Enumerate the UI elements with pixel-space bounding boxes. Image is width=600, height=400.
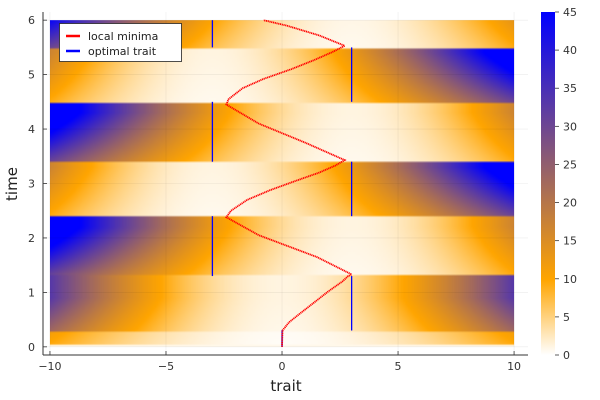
- y-axis-title: time: [3, 167, 21, 201]
- legend-box: [59, 23, 182, 62]
- local-minima-series: [225, 19, 354, 347]
- x-tick-label: −5: [158, 360, 174, 373]
- colorbar-tick-label: 10: [563, 273, 577, 286]
- y-tick-label: 6: [28, 14, 35, 27]
- plot-area: [43, 12, 528, 355]
- x-tick-label: 5: [395, 360, 402, 373]
- y-tick-label: 3: [28, 178, 35, 191]
- x-axis-title: trait: [270, 377, 301, 395]
- colorbar-tick-label: 45: [563, 6, 577, 19]
- x-tick-label: −10: [38, 360, 61, 373]
- x-tick-label: 10: [507, 360, 521, 373]
- colorbar-tick-label: 35: [563, 82, 577, 95]
- heatmap: [49, 20, 515, 347]
- colorbar-tick-label: 15: [563, 235, 577, 248]
- y-tick-label: 5: [28, 69, 35, 82]
- legend-optimal-trait-label: optimal trait: [88, 45, 157, 58]
- legend: local minima optimal trait: [59, 23, 182, 62]
- gridlines: [43, 12, 528, 355]
- colorbar-gradient: [541, 12, 555, 355]
- colorbar-ticks: 0 5 10 15 20 25 30 35 40 45: [555, 6, 577, 362]
- colorbar: 0 5 10 15 20 25 30 35 40 45: [541, 6, 577, 362]
- y-tick-label: 4: [28, 123, 35, 136]
- y-tick-label: 2: [28, 232, 35, 245]
- x-tick-label: 0: [279, 360, 286, 373]
- legend-local-minima-label: local minima: [88, 30, 158, 43]
- colorbar-tick-label: 40: [563, 44, 577, 57]
- colorbar-tick-label: 25: [563, 158, 577, 171]
- axes: −10 −5 0 5 10 0 1 2 3 4 5 6: [28, 12, 528, 373]
- colorbar-tick-label: 5: [563, 311, 570, 324]
- y-tick-label: 1: [28, 286, 35, 299]
- colorbar-tick-label: 0: [563, 349, 570, 362]
- y-tick-label: 0: [28, 341, 35, 354]
- colorbar-tick-label: 20: [563, 197, 577, 210]
- x-axis-ticks: −10 −5 0 5 10: [38, 351, 521, 373]
- colorbar-tick-label: 30: [563, 120, 577, 133]
- y-axis-ticks: 0 1 2 3 4 5 6: [28, 14, 47, 354]
